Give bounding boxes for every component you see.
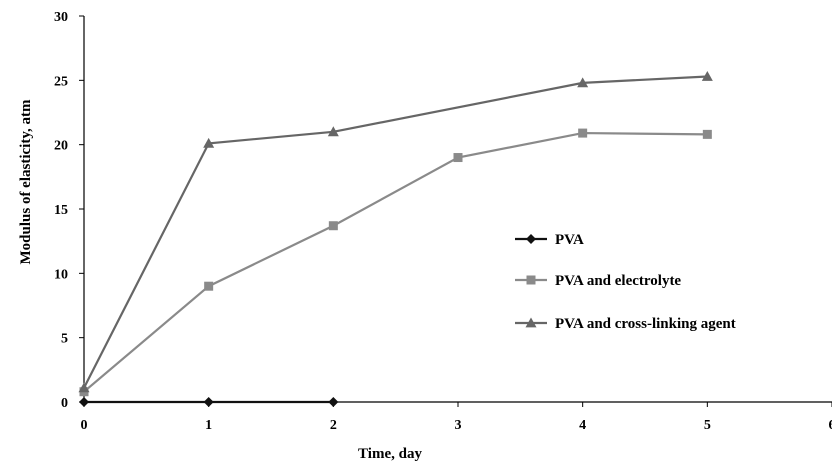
x-tick-label: 4 xyxy=(579,418,586,433)
data-point xyxy=(701,70,713,81)
x-tick-label: 6 xyxy=(829,418,832,433)
data-point xyxy=(203,397,214,407)
y-tick-label: 25 xyxy=(54,74,68,89)
data-point xyxy=(577,77,589,88)
series-1 xyxy=(79,397,339,407)
x-tick-label: 0 xyxy=(81,418,88,433)
y-tick-label: 10 xyxy=(54,267,68,282)
legend-item: PVA xyxy=(515,232,584,248)
data-point xyxy=(453,153,463,163)
x-tick-label: 2 xyxy=(330,418,337,433)
series-line xyxy=(83,75,708,389)
data-point xyxy=(204,281,214,291)
data-point xyxy=(328,397,339,407)
data-point xyxy=(79,397,89,407)
series-3 xyxy=(78,70,713,393)
y-tick-label: 0 xyxy=(61,396,68,411)
data-point xyxy=(78,382,90,393)
data-point xyxy=(702,129,712,139)
y-axis-title: Modulus of elasticity, atm xyxy=(18,99,34,264)
legend-item: PVA and electrolyte xyxy=(515,273,681,289)
data-point xyxy=(203,137,215,148)
y-axis-ticks: 0 5 10 15 20 25 30 xyxy=(54,10,84,411)
legend-label: PVA xyxy=(555,232,584,248)
y-tick-label: 5 xyxy=(61,332,68,347)
x-tick-label: 1 xyxy=(205,418,212,433)
y-tick-label: 15 xyxy=(54,203,68,218)
legend-label: PVA and electrolyte xyxy=(555,273,681,289)
x-tick-label: 5 xyxy=(704,418,711,433)
legend-label: PVA and cross-linking agent xyxy=(555,316,736,332)
data-point xyxy=(328,221,338,231)
legend-marker xyxy=(525,317,537,328)
series-layer xyxy=(78,70,713,407)
legend-marker xyxy=(526,275,536,285)
y-tick-label: 20 xyxy=(54,139,68,154)
data-point xyxy=(327,126,339,137)
legend-marker xyxy=(526,234,536,244)
data-point xyxy=(578,128,588,138)
series-2 xyxy=(79,128,712,397)
y-tick-label: 30 xyxy=(54,10,68,25)
series-line xyxy=(83,131,708,393)
x-tick-label: 3 xyxy=(455,418,462,433)
legend-item: PVA and cross-linking agent xyxy=(515,316,736,332)
axes xyxy=(83,16,832,403)
x-axis-title: Time, day xyxy=(358,446,422,462)
legend: PVA PVA and electrolyte PVA and cross-link… xyxy=(515,232,736,332)
x-axis-ticks: 0 1 2 3 4 5 6 xyxy=(81,402,832,433)
